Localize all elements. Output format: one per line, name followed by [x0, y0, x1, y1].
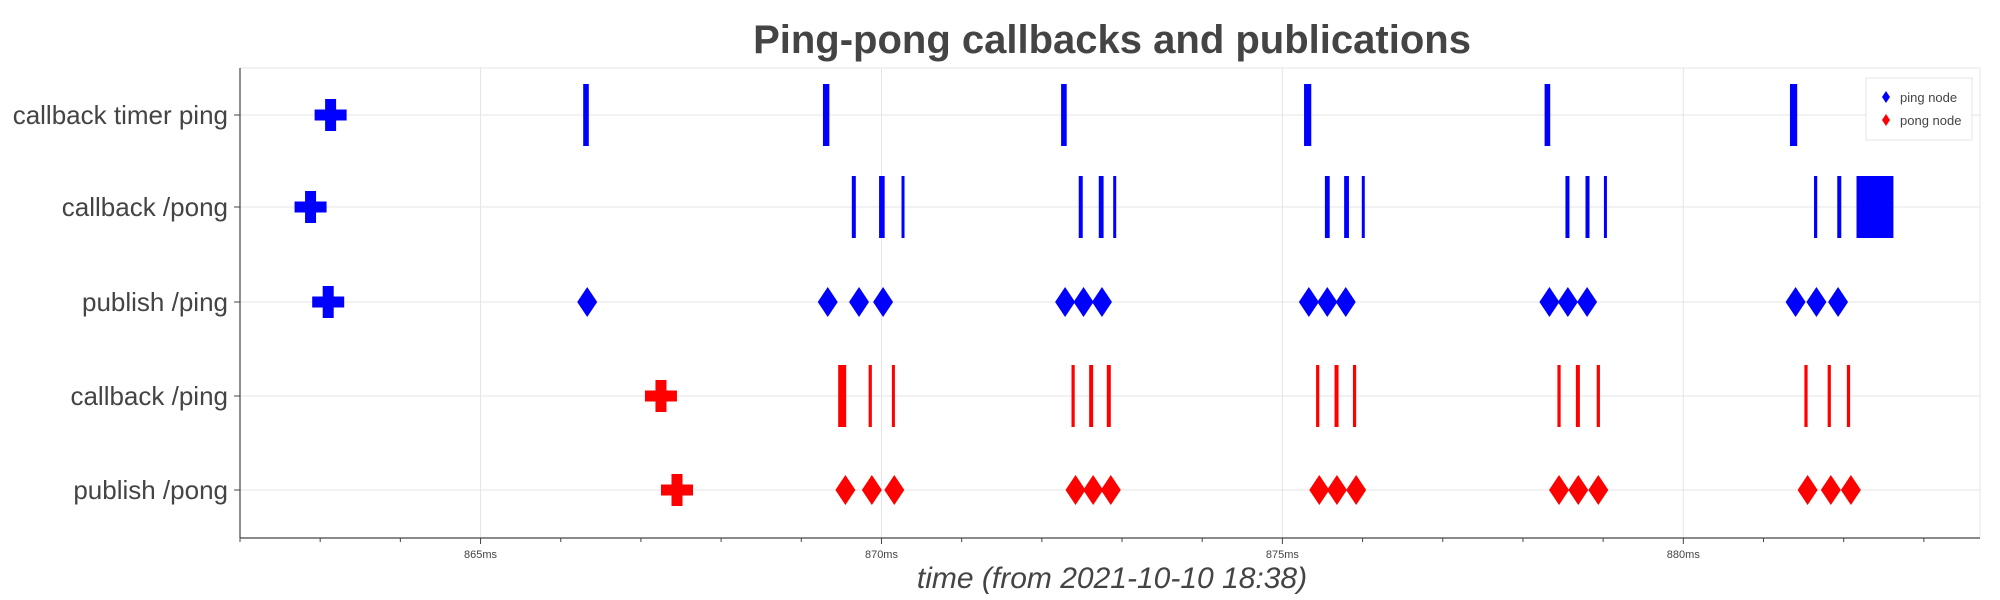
y-axis: callback timer ping callback /pong publish… — [13, 100, 240, 505]
callback-duration-bar — [1857, 176, 1894, 238]
publish-marker — [1101, 475, 1121, 505]
callback-duration-bar — [1585, 176, 1589, 238]
callback-duration-bar — [1362, 176, 1365, 238]
y-tick-label: callback /pong — [62, 192, 228, 222]
data-marks — [295, 84, 1894, 506]
publish-marker — [1327, 475, 1347, 505]
callback-duration-bar — [902, 176, 905, 238]
publish-marker — [1336, 287, 1356, 317]
callback-duration-bar — [1790, 84, 1797, 146]
callback-duration-bar — [583, 84, 589, 146]
x-axis: 865ms 870ms 875ms 880ms — [240, 538, 1924, 561]
publish-marker — [1798, 475, 1818, 505]
publish-marker — [1821, 475, 1841, 505]
x-tick-label: 870ms — [865, 549, 899, 561]
callback-duration-bar — [1557, 365, 1560, 427]
publish-marker — [818, 287, 838, 317]
callback-duration-bar — [1545, 84, 1551, 146]
publish-marker — [1083, 475, 1103, 505]
publish-marker — [1539, 287, 1559, 317]
startup-marker — [315, 99, 347, 131]
callback-duration-bar — [838, 365, 846, 427]
x-tick-label: 880ms — [1667, 549, 1701, 561]
publish-marker — [1317, 287, 1337, 317]
y-tick-label: callback /ping — [70, 381, 228, 411]
publish-marker — [1074, 287, 1094, 317]
callback-duration-bar — [823, 84, 829, 146]
callback-duration-bar — [1072, 365, 1075, 427]
callback-duration-bar — [1113, 176, 1116, 238]
callback-duration-bar — [1061, 84, 1067, 146]
callback-duration-bar — [1828, 365, 1831, 427]
callback-duration-bar — [1099, 176, 1104, 238]
callback-duration-bar — [1335, 365, 1339, 427]
y-tick-label: publish /ping — [82, 287, 228, 317]
publish-marker — [1558, 287, 1578, 317]
callback-duration-bar — [1344, 176, 1349, 238]
callback-duration-bar — [1837, 176, 1841, 238]
publish-marker — [1309, 475, 1329, 505]
publish-marker — [1828, 287, 1848, 317]
y-tick-label: publish /pong — [73, 475, 228, 505]
publish-marker — [1549, 475, 1569, 505]
callback-duration-bar — [892, 365, 895, 427]
publish-marker — [849, 287, 869, 317]
publish-marker — [1055, 287, 1075, 317]
publish-marker — [1066, 475, 1086, 505]
callback-duration-bar — [1107, 365, 1111, 427]
callback-duration-bar — [869, 365, 872, 427]
publish-marker — [1841, 475, 1861, 505]
callback-duration-bar — [1079, 176, 1083, 238]
publish-marker — [1346, 475, 1366, 505]
x-axis-label: time (from 2021-10-10 18:38) — [917, 562, 1307, 595]
publish-marker — [1806, 287, 1826, 317]
callback-duration-bar — [1304, 84, 1311, 146]
publish-marker — [862, 475, 882, 505]
x-tick-label: 865ms — [464, 549, 498, 561]
publish-marker — [577, 287, 597, 317]
y-tick-label: callback timer ping — [13, 100, 228, 130]
startup-marker — [645, 380, 677, 412]
legend-box — [1866, 78, 1972, 140]
callback-duration-bar — [1316, 365, 1319, 427]
legend-label: ping node — [1900, 90, 1957, 105]
publish-marker — [873, 287, 893, 317]
callback-duration-bar — [1089, 365, 1093, 427]
callback-duration-bar — [1814, 176, 1817, 238]
publish-marker — [1577, 287, 1597, 317]
publish-marker — [1568, 475, 1588, 505]
callback-duration-bar — [1565, 176, 1569, 238]
callback-duration-bar — [1576, 365, 1580, 427]
publish-marker — [1092, 287, 1112, 317]
callback-duration-bar — [1604, 176, 1607, 238]
publish-marker — [1588, 475, 1608, 505]
callback-duration-bar — [1847, 365, 1850, 427]
startup-marker — [661, 474, 693, 506]
publish-marker — [1786, 287, 1806, 317]
startup-marker — [295, 191, 327, 223]
publish-marker — [884, 475, 904, 505]
publish-marker — [835, 475, 855, 505]
callback-duration-bar — [879, 176, 885, 238]
startup-marker — [312, 286, 344, 318]
callback-duration-bar — [1804, 365, 1807, 427]
chart-title: Ping-pong callbacks and publications — [753, 18, 1471, 62]
legend-label: pong node — [1900, 113, 1961, 128]
callback-duration-bar — [1597, 365, 1600, 427]
callback-duration-bar — [852, 176, 856, 238]
publish-marker — [1299, 287, 1319, 317]
legend: ping node pong node — [1866, 78, 1972, 140]
x-tick-label: 875ms — [1266, 549, 1300, 561]
callback-duration-bar — [1353, 365, 1356, 427]
callback-duration-bar — [1325, 176, 1330, 238]
